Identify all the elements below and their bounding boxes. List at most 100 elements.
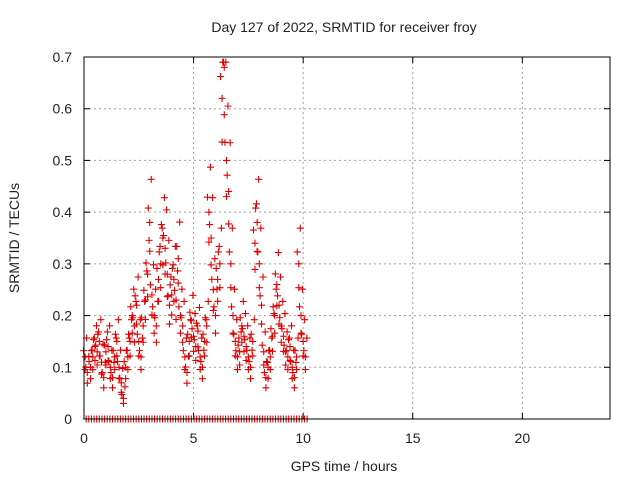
data-point (216, 260, 224, 268)
data-point (182, 363, 190, 371)
data-point (258, 301, 266, 309)
data-point (179, 338, 187, 346)
data-point (253, 218, 261, 226)
data-point (105, 358, 113, 366)
data-point (211, 255, 219, 263)
data-point (237, 328, 245, 336)
data-point (290, 374, 298, 382)
data-point (173, 242, 181, 250)
data-point (104, 343, 112, 351)
data-point (104, 356, 112, 364)
data-point (165, 320, 173, 328)
data-point (205, 208, 213, 216)
y-tick-label: 0.1 (53, 359, 73, 375)
data-point (93, 361, 101, 369)
data-point (152, 285, 160, 293)
data-point (117, 379, 125, 387)
data-point (212, 264, 220, 272)
data-point (122, 347, 130, 355)
data-point (153, 264, 161, 272)
data-point (207, 261, 215, 269)
data-point (139, 338, 147, 346)
data-point (275, 301, 283, 309)
data-point (155, 275, 163, 283)
data-point (225, 220, 233, 228)
data-point (169, 261, 177, 269)
data-point (292, 358, 300, 366)
data-point (289, 369, 297, 377)
data-point (295, 260, 303, 268)
data-point (288, 363, 296, 371)
data-point (112, 334, 120, 342)
data-point (87, 347, 95, 355)
data-point (113, 337, 121, 345)
data-point (155, 248, 163, 256)
data-point (298, 285, 306, 293)
data-point (125, 334, 133, 342)
data-point (94, 330, 102, 338)
data-point (168, 311, 176, 319)
data-point (83, 379, 91, 387)
data-point (174, 267, 182, 275)
data-point (250, 316, 258, 324)
data-point (217, 224, 225, 232)
data-point (140, 286, 148, 294)
data-point (271, 312, 279, 320)
data-point (208, 275, 216, 283)
data-point (139, 322, 147, 330)
data-point (222, 193, 230, 201)
data-point (222, 58, 230, 66)
data-point (199, 330, 207, 338)
data-point (218, 94, 226, 102)
data-point (203, 338, 211, 346)
data-point (89, 353, 97, 361)
data-point (212, 312, 219, 320)
data-point (109, 347, 117, 355)
data-point (242, 356, 250, 364)
data-point (134, 273, 142, 281)
data-point (108, 384, 116, 392)
y-tick-label: 0.4 (53, 204, 73, 220)
data-point (130, 285, 138, 293)
data-point (293, 353, 301, 361)
data-point (282, 348, 290, 356)
data-point (172, 316, 180, 324)
data-point (179, 347, 187, 355)
data-point (138, 314, 146, 322)
data-point (178, 285, 186, 293)
data-point (81, 353, 89, 361)
data-point (142, 259, 150, 267)
data-point (200, 346, 208, 354)
data-point (115, 375, 123, 383)
data-point (115, 363, 123, 371)
data-point (176, 329, 184, 337)
data-point (93, 348, 101, 356)
data-point (108, 374, 116, 382)
data-point (220, 111, 228, 119)
data-point (150, 329, 158, 337)
data-point (97, 316, 105, 324)
data-point (238, 325, 246, 333)
data-point (227, 284, 235, 292)
data-point (229, 312, 237, 320)
data-point (214, 297, 222, 305)
data-point (256, 292, 264, 300)
data-point (284, 366, 292, 374)
data-point (299, 337, 307, 345)
data-point (163, 270, 171, 278)
data-point (236, 361, 244, 369)
data-point (107, 369, 115, 377)
data-point (96, 352, 104, 360)
data-point (284, 353, 292, 361)
data-point (233, 353, 241, 361)
data-point (285, 336, 293, 344)
y-tick-label: 0.6 (53, 101, 73, 117)
data-point (174, 255, 182, 263)
data-point (247, 330, 255, 338)
data-point (87, 375, 95, 383)
data-point (268, 347, 276, 355)
data-point (95, 337, 103, 345)
data-point (236, 314, 244, 322)
data-point (174, 279, 182, 287)
